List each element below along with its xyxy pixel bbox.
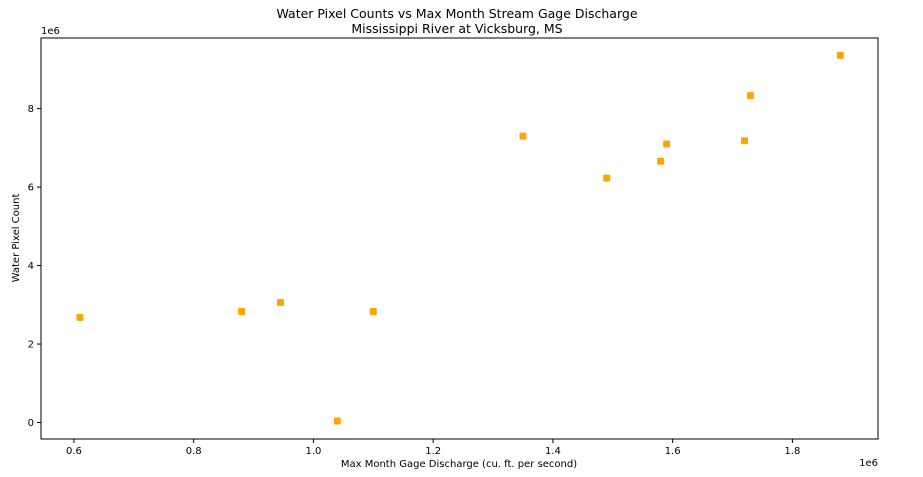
y-tick-label: 2 <box>28 340 34 351</box>
x-axis-ticks: 0.6 0.8 1.0 1.2 1.4 1.6 1.8 <box>66 439 800 457</box>
data-point <box>519 132 527 140</box>
x-tick-label: 1.6 <box>665 446 681 457</box>
x-tick-label: 1.0 <box>305 446 321 457</box>
data-point <box>276 298 284 306</box>
data-point <box>603 174 611 182</box>
chart-title: Water Pixel Counts vs Max Month Stream G… <box>276 6 637 21</box>
x-tick-label: 1.4 <box>545 446 561 457</box>
x-tick-label: 1.8 <box>784 446 800 457</box>
y-tick-label: 6 <box>28 183 34 194</box>
data-points <box>76 51 844 425</box>
chart-subtitle: Mississippi River at Vicksburg, MS <box>351 21 562 36</box>
x-offset-label: 1e6 <box>859 458 878 469</box>
data-point <box>238 307 246 315</box>
y-axis-label: Water Pixel Count <box>11 194 22 283</box>
y-tick-label: 4 <box>28 261 34 272</box>
data-point <box>836 51 844 59</box>
data-point <box>369 307 377 315</box>
data-point <box>740 137 748 145</box>
data-point <box>746 92 754 100</box>
y-axis-ticks: 0 2 4 6 8 <box>28 104 41 429</box>
x-tick-label: 0.6 <box>66 446 82 457</box>
data-point <box>657 157 665 165</box>
x-axis-label: Max Month Gage Discharge (cu. ft. per se… <box>341 459 577 470</box>
plot-area <box>40 37 879 440</box>
y-tick-label: 0 <box>28 418 34 429</box>
y-tick-label: 8 <box>28 104 34 115</box>
y-offset-label: 1e6 <box>41 26 60 37</box>
x-tick-label: 1.2 <box>425 446 441 457</box>
data-point <box>333 417 341 425</box>
data-point <box>76 313 84 321</box>
data-point <box>663 140 671 148</box>
x-tick-label: 0.8 <box>186 446 202 457</box>
